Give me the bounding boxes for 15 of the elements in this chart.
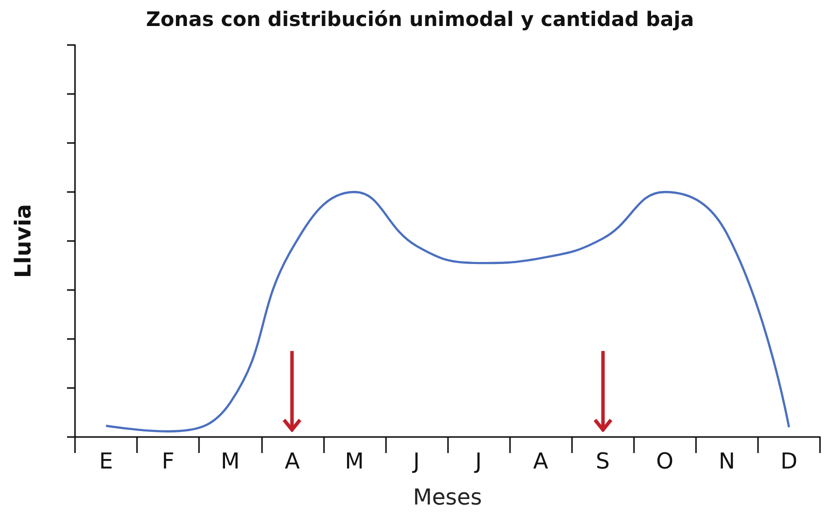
x-tick-label: M	[344, 450, 364, 474]
y-axis-title: Lluvia	[12, 204, 36, 278]
x-tick-label: O	[656, 450, 674, 474]
x-tick-label: E	[99, 450, 113, 474]
chart-title: Zonas con distribución unimodal y cantidad baja	[146, 7, 694, 31]
x-tick-label: A	[533, 450, 548, 474]
x-tick-label: M	[220, 450, 240, 474]
x-tick-label: N	[718, 450, 736, 474]
x-tick-label: S	[596, 450, 610, 474]
x-axis-title: Meses	[413, 486, 482, 510]
x-tick-label: D	[780, 450, 798, 474]
x-tick-label: J	[473, 450, 482, 474]
x-tick-label: A	[284, 450, 300, 474]
x-tick-label: J	[411, 450, 420, 474]
x-tick-label: F	[162, 450, 174, 474]
